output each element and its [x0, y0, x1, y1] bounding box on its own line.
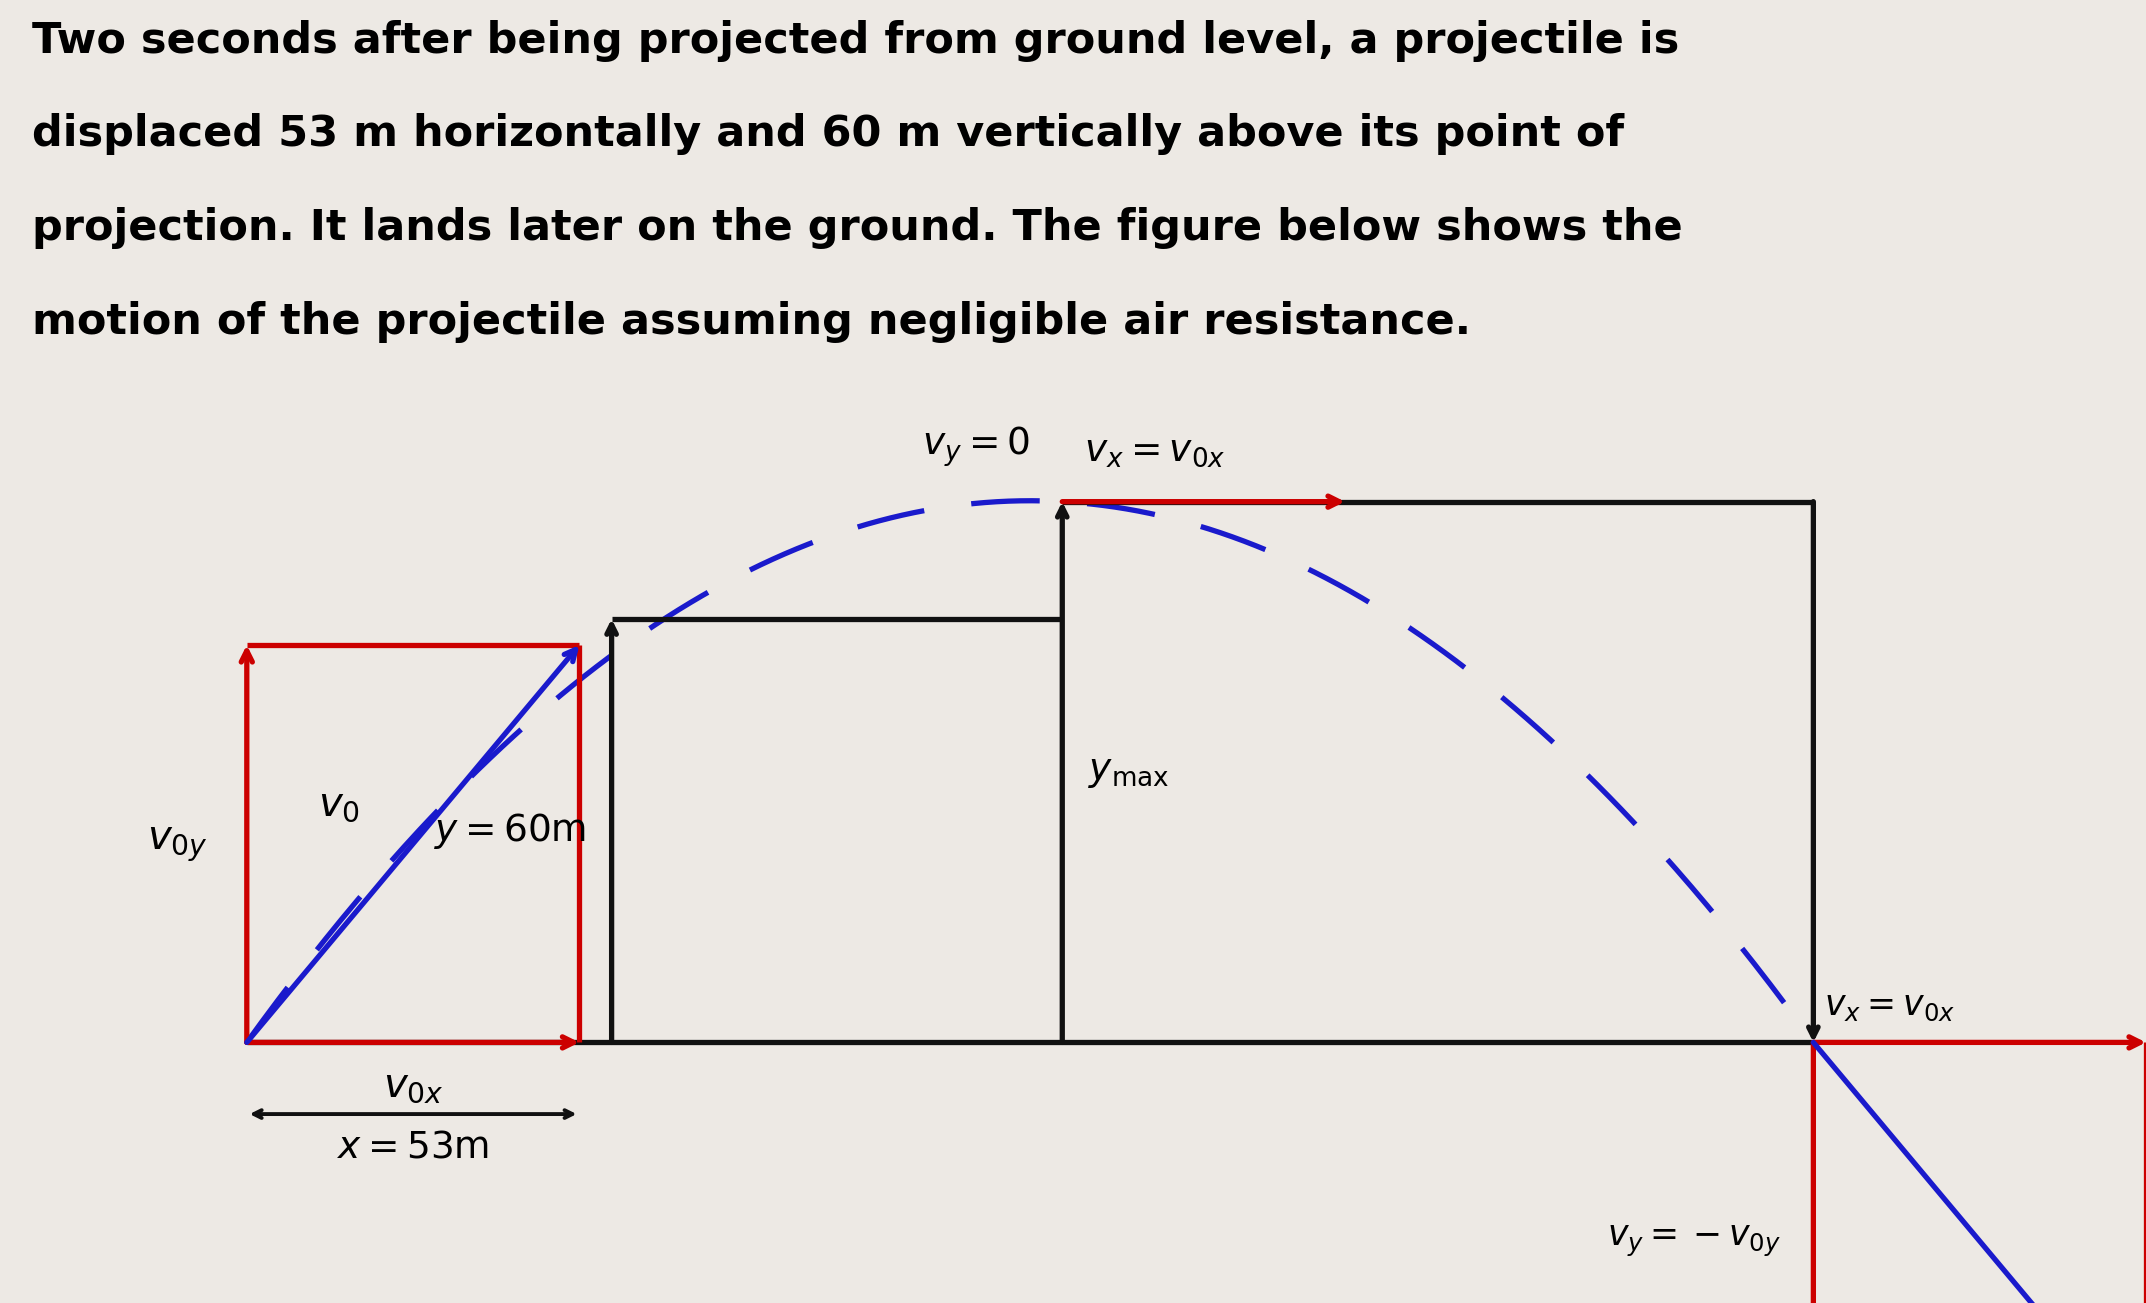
Text: $v_x=v_{0x}$: $v_x=v_{0x}$ [1084, 433, 1225, 469]
Text: $v_x=v_{0x}$: $v_x=v_{0x}$ [1824, 989, 1955, 1023]
Text: projection. It lands later on the ground. The figure below shows the: projection. It lands later on the ground… [32, 207, 1682, 249]
Text: motion of the projectile assuming negligible air resistance.: motion of the projectile assuming neglig… [32, 301, 1472, 343]
Text: $v_y=-v_{0y}$: $v_y=-v_{0y}$ [1607, 1224, 1781, 1259]
Text: $v_{0y}$: $v_{0y}$ [148, 823, 208, 864]
Text: $v_0$: $v_0$ [318, 784, 361, 823]
Text: displaced 53 m horizontally and 60 m vertically above its point of: displaced 53 m horizontally and 60 m ver… [32, 113, 1625, 155]
Text: $y_{\rm max}$: $y_{\rm max}$ [1088, 754, 1170, 790]
Text: $y=60\mathrm{m}$: $y=60\mathrm{m}$ [433, 810, 586, 851]
Text: $v_y=0$: $v_y=0$ [923, 425, 1030, 469]
Text: $v_{0x}$: $v_{0x}$ [382, 1066, 444, 1106]
Text: $x=53\mathrm{m}$: $x=53\mathrm{m}$ [337, 1130, 489, 1166]
Text: Two seconds after being projected from ground level, a projectile is: Two seconds after being projected from g… [32, 20, 1680, 61]
